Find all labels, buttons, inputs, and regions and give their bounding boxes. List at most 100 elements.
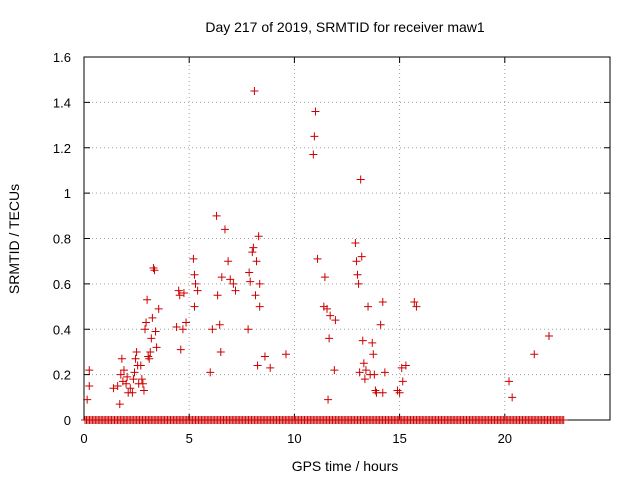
data-point xyxy=(143,295,152,304)
data-point xyxy=(189,254,198,263)
data-point xyxy=(83,395,92,404)
data-point xyxy=(410,298,419,307)
data-point xyxy=(320,273,329,282)
y-tick-label: 1.2 xyxy=(53,141,71,156)
data-point xyxy=(138,379,147,388)
data-point xyxy=(213,291,222,300)
data-point xyxy=(246,277,255,286)
data-point xyxy=(215,320,224,329)
data-point xyxy=(113,381,122,390)
zero-point xyxy=(559,416,568,424)
data-point xyxy=(206,368,215,377)
data-point xyxy=(252,257,261,266)
data-point xyxy=(126,384,135,393)
data-point xyxy=(376,320,385,329)
data-point xyxy=(354,279,363,288)
data-point xyxy=(136,361,145,370)
data-point xyxy=(244,325,253,334)
data-point xyxy=(178,325,187,334)
x-tick-label: 20 xyxy=(498,431,512,446)
data-point xyxy=(412,302,421,311)
data-point xyxy=(152,343,161,352)
data-point xyxy=(151,327,160,336)
data-point xyxy=(190,302,199,311)
data-point xyxy=(358,336,367,345)
data-point xyxy=(137,375,146,384)
data-point xyxy=(310,132,319,141)
data-point xyxy=(245,268,254,277)
data-point xyxy=(109,384,118,393)
data-point xyxy=(353,270,362,279)
data-point xyxy=(85,381,94,390)
x-tick-label: 0 xyxy=(80,431,87,446)
data-point xyxy=(395,388,404,397)
data-point xyxy=(313,254,322,263)
data-point xyxy=(116,370,125,379)
data-point xyxy=(172,322,181,331)
data-point xyxy=(190,270,199,279)
data-point xyxy=(309,150,318,159)
data-point xyxy=(139,386,148,395)
data-point xyxy=(176,345,185,354)
data-point xyxy=(330,366,339,375)
data-point xyxy=(248,248,257,257)
data-point xyxy=(357,252,366,261)
data-point xyxy=(255,279,264,288)
y-tick-label: 0.8 xyxy=(53,232,71,247)
data-point xyxy=(182,318,191,327)
data-point xyxy=(147,334,156,343)
data-point xyxy=(193,286,202,295)
y-tick-label: 0 xyxy=(64,413,71,428)
data-point xyxy=(368,338,377,347)
data-point xyxy=(122,379,131,388)
data-point xyxy=(231,286,240,295)
x-tick-label: 5 xyxy=(186,431,193,446)
y-tick-label: 0.6 xyxy=(53,277,71,292)
data-point xyxy=(323,304,332,313)
data-point xyxy=(85,366,94,375)
data-point xyxy=(250,87,259,96)
data-point xyxy=(212,211,221,220)
data-point xyxy=(217,273,226,282)
data-point xyxy=(142,318,151,327)
data-point xyxy=(352,257,361,266)
data-point xyxy=(132,347,141,356)
data-point xyxy=(281,350,290,359)
data-point xyxy=(149,263,158,272)
plot-frame xyxy=(83,56,611,421)
data-points xyxy=(81,87,568,424)
data-point xyxy=(146,347,155,356)
data-point xyxy=(174,286,183,295)
data-point xyxy=(351,239,360,248)
data-point xyxy=(119,366,128,375)
data-point xyxy=(364,302,373,311)
data-point xyxy=(208,325,217,334)
data-point xyxy=(359,359,368,368)
data-point xyxy=(191,279,200,288)
x-tick-label: 15 xyxy=(392,431,406,446)
data-point xyxy=(229,279,238,288)
x-ticks: 0 5 10 15 20 xyxy=(80,57,512,446)
data-point xyxy=(266,363,275,372)
y-tick-label: 0.2 xyxy=(53,368,71,383)
data-point xyxy=(220,225,229,234)
data-point xyxy=(378,298,387,307)
data-point xyxy=(251,291,260,300)
data-point xyxy=(331,316,340,325)
data-point xyxy=(255,302,264,311)
grid xyxy=(84,57,610,420)
data-point xyxy=(145,354,154,363)
data-point xyxy=(253,361,262,370)
x-axis-label: GPS time / hours xyxy=(292,458,399,474)
data-point xyxy=(371,386,380,395)
data-point xyxy=(115,400,124,409)
data-point xyxy=(508,393,517,402)
data-point xyxy=(254,232,263,241)
data-point xyxy=(148,313,157,322)
data-point xyxy=(311,107,320,116)
y-axis-label: SRMTID / TECUs xyxy=(6,184,22,294)
data-point xyxy=(505,377,514,386)
data-point xyxy=(128,388,137,397)
data-point xyxy=(249,243,258,252)
y-tick-label: 1.4 xyxy=(53,95,71,110)
